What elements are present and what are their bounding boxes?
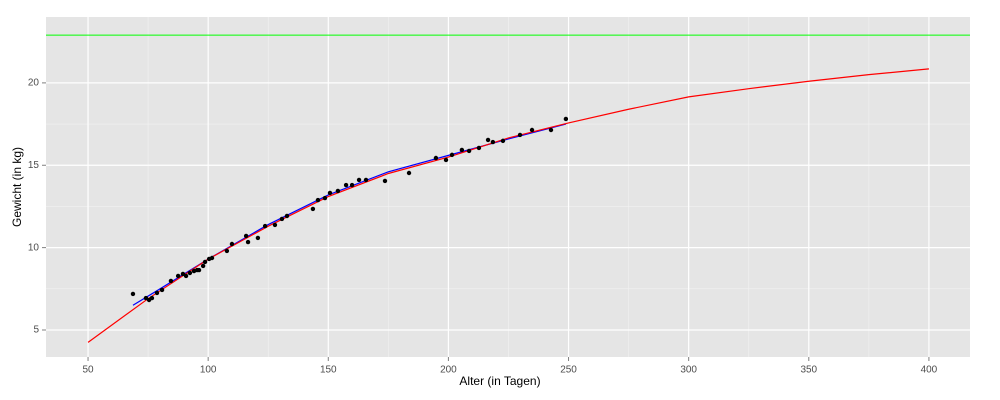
marks (46, 34, 970, 343)
data-point (485, 137, 491, 143)
data-point (335, 188, 341, 194)
data-point (343, 182, 349, 188)
y-tick-label: 10 (28, 242, 40, 253)
data-point (382, 178, 388, 184)
x-tick-label: 150 (320, 365, 337, 376)
data-point (356, 177, 362, 183)
data-point (322, 195, 328, 201)
x-axis-title: Alter (in Tagen) (459, 374, 540, 388)
data-point (500, 138, 506, 144)
data-point (243, 233, 249, 239)
data-point (466, 148, 472, 154)
data-point (143, 295, 149, 301)
x-tick-label: 250 (560, 365, 577, 376)
data-point (262, 223, 268, 229)
data-point (563, 116, 569, 122)
data-point (476, 145, 482, 151)
x-tick-label: 200 (440, 365, 457, 376)
data-point (159, 287, 165, 293)
data-point (272, 222, 278, 228)
data-point (168, 278, 174, 284)
data-point (490, 139, 496, 145)
data-point (459, 147, 465, 153)
data-point (349, 182, 355, 188)
grid (46, 17, 970, 357)
data-point (284, 213, 290, 219)
data-point (200, 263, 206, 269)
y-axis-title: Gewicht (in kg) (10, 147, 24, 227)
data-point (255, 235, 261, 241)
data-point (327, 190, 333, 196)
fit-line (87, 68, 929, 343)
data-point (209, 255, 215, 261)
data-point (196, 267, 202, 273)
data-point (224, 248, 230, 254)
data-point (548, 127, 554, 133)
data-point (130, 291, 136, 297)
x-tick-label: 300 (680, 365, 697, 376)
data-point (406, 170, 412, 176)
x-tick-label: 100 (200, 365, 217, 376)
y-tick-label: 15 (28, 160, 40, 171)
x-tick-label: 350 (800, 365, 817, 376)
data-point (443, 157, 449, 163)
data-point (154, 290, 160, 296)
data-point (202, 259, 208, 265)
data-point (517, 132, 523, 138)
y-tick-label: 5 (33, 325, 39, 336)
data-point (315, 197, 321, 203)
data-point (245, 239, 251, 245)
panel-background (46, 17, 970, 357)
data-point (363, 177, 369, 183)
data-point (229, 241, 235, 247)
data-point (529, 127, 535, 133)
data-point (183, 273, 189, 279)
x-tick-label: 50 (82, 365, 94, 376)
data-point (175, 273, 181, 279)
x-tick-label: 400 (921, 365, 938, 376)
data-point (279, 216, 285, 222)
data-point (187, 270, 193, 276)
y-tick-label: 20 (28, 78, 40, 89)
data-point (310, 206, 316, 212)
data-point (449, 152, 455, 158)
data-point (149, 295, 155, 301)
data-point (180, 271, 186, 277)
data-point (433, 155, 439, 161)
